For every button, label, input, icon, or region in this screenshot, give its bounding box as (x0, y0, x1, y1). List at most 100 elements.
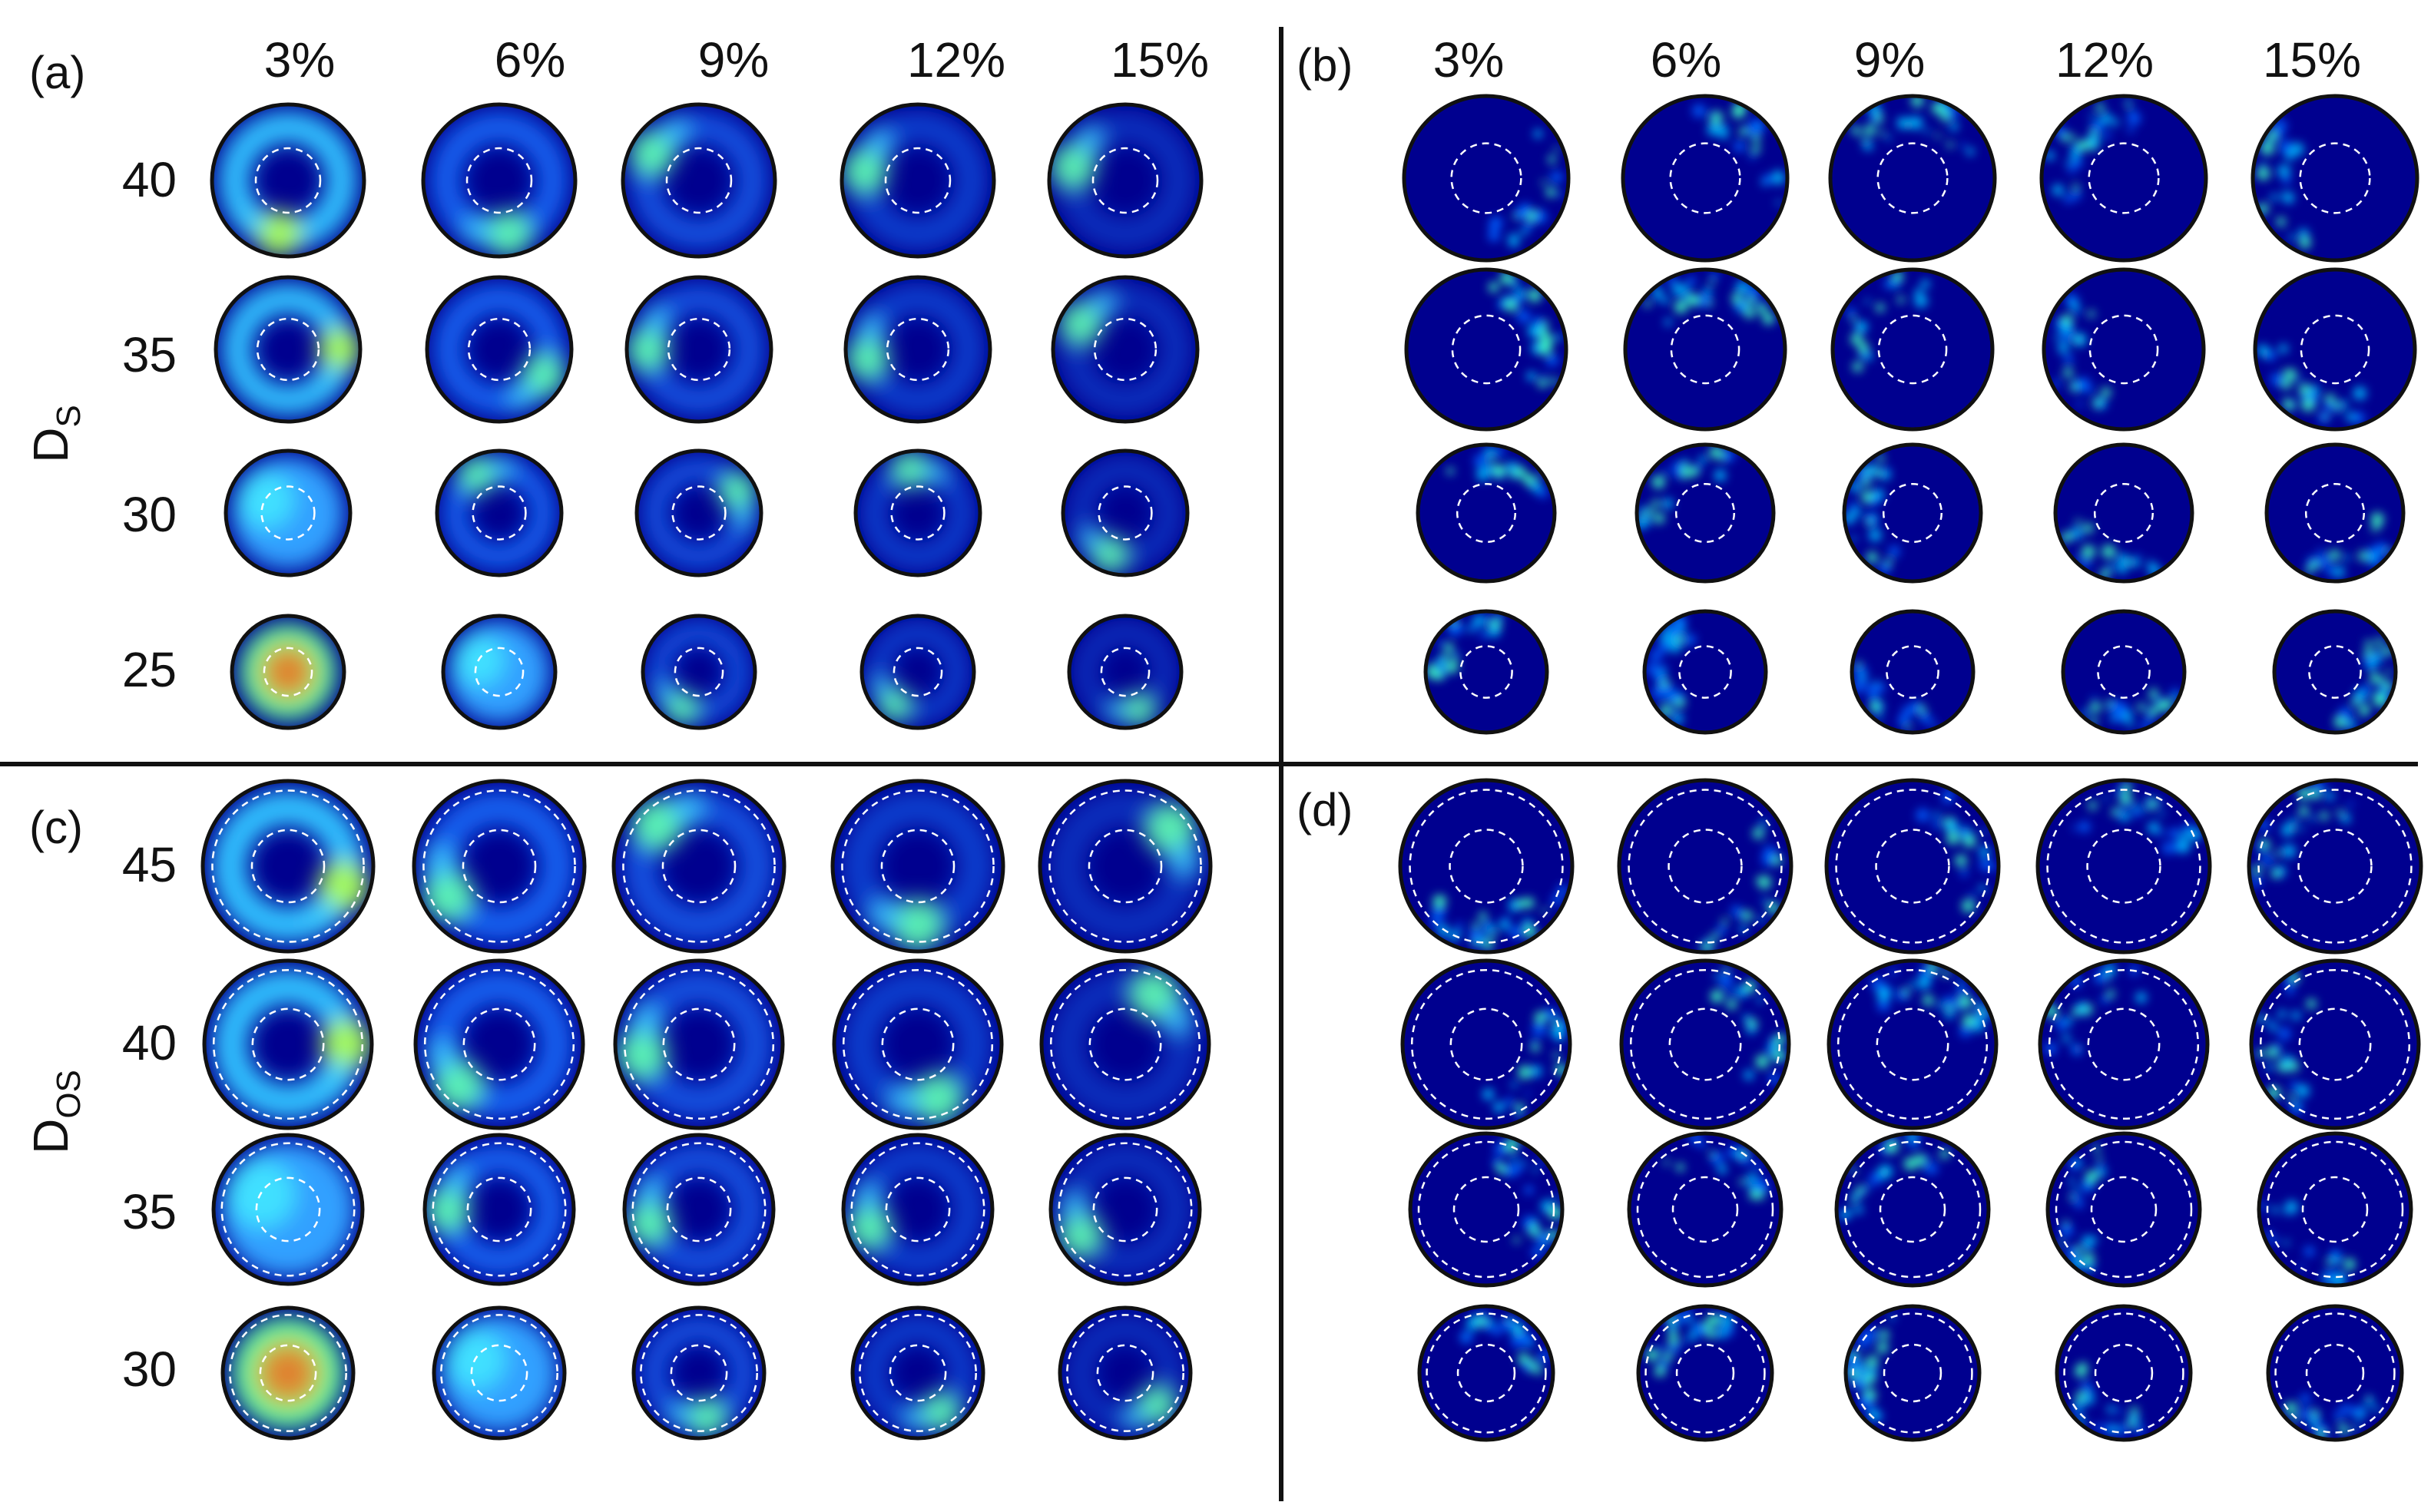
heatmap-disc (1827, 958, 1999, 1130)
heatmap-disc (1842, 442, 1983, 584)
heatmap-disc (1619, 958, 1791, 1130)
heatmap-disc (2055, 1304, 2193, 1442)
heatmap-disc (435, 448, 564, 577)
row-label: 35 (122, 1184, 177, 1239)
panel-d: (d) (1297, 784, 1353, 835)
heatmap-disc (613, 958, 785, 1130)
heatmap-disc (1834, 1131, 1991, 1288)
heatmap-disc (1038, 779, 1213, 954)
heatmap-disc (1417, 1304, 1555, 1442)
heatmap-disc (1416, 442, 1557, 584)
heatmap-disc (1404, 267, 1568, 432)
heatmap-disc (622, 1133, 776, 1286)
row-label: 25 (122, 642, 177, 697)
heatmap-disc (1621, 94, 1790, 263)
heatmap-disc (2045, 1131, 2202, 1288)
heatmap-disc (1058, 1305, 1193, 1441)
heatmap-disc (2253, 267, 2417, 432)
heatmap-disc (1047, 102, 1204, 259)
heatmap-disc (2038, 958, 2210, 1130)
panel-label: (a) (29, 47, 85, 98)
heatmap-disc (432, 1305, 567, 1441)
heatmap-disc (850, 1305, 985, 1441)
heatmap-disc (412, 779, 587, 954)
panel-label: (b) (1297, 39, 1353, 91)
heatmap-disc (425, 275, 574, 424)
heatmap-disc (210, 102, 366, 259)
heatmap-disc (1843, 1304, 1982, 1442)
heatmap-disc (1400, 958, 1572, 1130)
heatmap-disc (830, 779, 1005, 954)
heatmap-disc (1061, 448, 1190, 577)
heatmap-disc (2042, 267, 2206, 432)
panel-label: (d) (1297, 784, 1353, 835)
heatmap-disc (220, 1305, 356, 1441)
heatmap-disc (202, 958, 374, 1130)
column-header: 3% (1433, 32, 1505, 88)
heatmap-disc (1067, 614, 1184, 730)
column-header: 15% (1111, 32, 1209, 88)
heatmap-disc (422, 1133, 576, 1286)
panel-c: (c) 45 40 35 30 DOS (23, 802, 177, 1397)
column-header: 9% (1854, 32, 1926, 88)
heatmap-disc (853, 448, 982, 577)
heatmap-disc (2266, 1304, 2404, 1442)
heatmap-disc (2264, 442, 2406, 584)
heatmap-disc (1408, 1131, 1565, 1288)
heatmap-disc (1830, 267, 1995, 432)
heatmap-disc (1048, 1133, 1202, 1286)
heatmap-disc (2249, 958, 2421, 1130)
heatmap-disc (211, 1133, 365, 1286)
row-label: 40 (122, 1015, 177, 1070)
heatmap-disc (1402, 94, 1571, 263)
heatmap-disc (1617, 778, 1793, 955)
heatmap-disc (1627, 1131, 1784, 1288)
axis-label: DOS (23, 1070, 88, 1154)
heatmap-disc (421, 102, 578, 259)
column-header: 6% (495, 32, 566, 88)
heatmap-disc (631, 1305, 767, 1441)
heatmap-disc (2053, 442, 2194, 584)
column-header: 9% (698, 32, 770, 88)
heatmap-disc (1642, 609, 1768, 735)
heatmap-disc (224, 448, 353, 577)
heatmap-disc (1634, 442, 1776, 584)
column-header: 15% (2263, 32, 2361, 88)
heatmap-disc (841, 1133, 995, 1286)
heatmap-disc (840, 102, 996, 259)
heatmap-disc (832, 958, 1004, 1130)
heatmap-disc (441, 614, 558, 730)
row-label: 30 (122, 487, 177, 542)
heatmap-disc (1824, 778, 2001, 955)
heatmap-disc (2272, 609, 2398, 735)
heatmap-disc (2035, 778, 2212, 955)
heatmap-disc (1850, 609, 1976, 735)
heatmap-disc (2247, 778, 2423, 955)
heatmap-disc (843, 275, 992, 424)
panel-b: (b) 3% 6% 9% 12% 15% (1297, 32, 2361, 91)
heatmap-disc (214, 275, 363, 424)
column-header: 6% (1651, 32, 1722, 88)
heatmap-disc (1828, 94, 1997, 263)
heatmap-disc (1423, 609, 1549, 735)
row-label: 35 (122, 327, 177, 382)
heatmap-disc (413, 958, 585, 1130)
row-label: 45 (122, 837, 177, 892)
heatmap-disc (2257, 1131, 2413, 1288)
heatmap-disc (1623, 267, 1787, 432)
heatmap-disc (1051, 275, 1200, 424)
column-header: 3% (264, 32, 336, 88)
column-header: 12% (2055, 32, 2154, 88)
heatmap-disc (2250, 94, 2419, 263)
panel-label: (c) (29, 802, 83, 853)
heatmap-disc (859, 614, 976, 730)
heatmap-disc (641, 614, 757, 730)
heatmap-disc (621, 102, 777, 259)
heatmap-disc (1039, 958, 1211, 1130)
row-label: 30 (122, 1342, 177, 1397)
heatmap-disc (230, 614, 346, 730)
column-header: 12% (907, 32, 1005, 88)
heatmap-disc (2039, 94, 2208, 263)
heatmap-disc (200, 779, 376, 954)
